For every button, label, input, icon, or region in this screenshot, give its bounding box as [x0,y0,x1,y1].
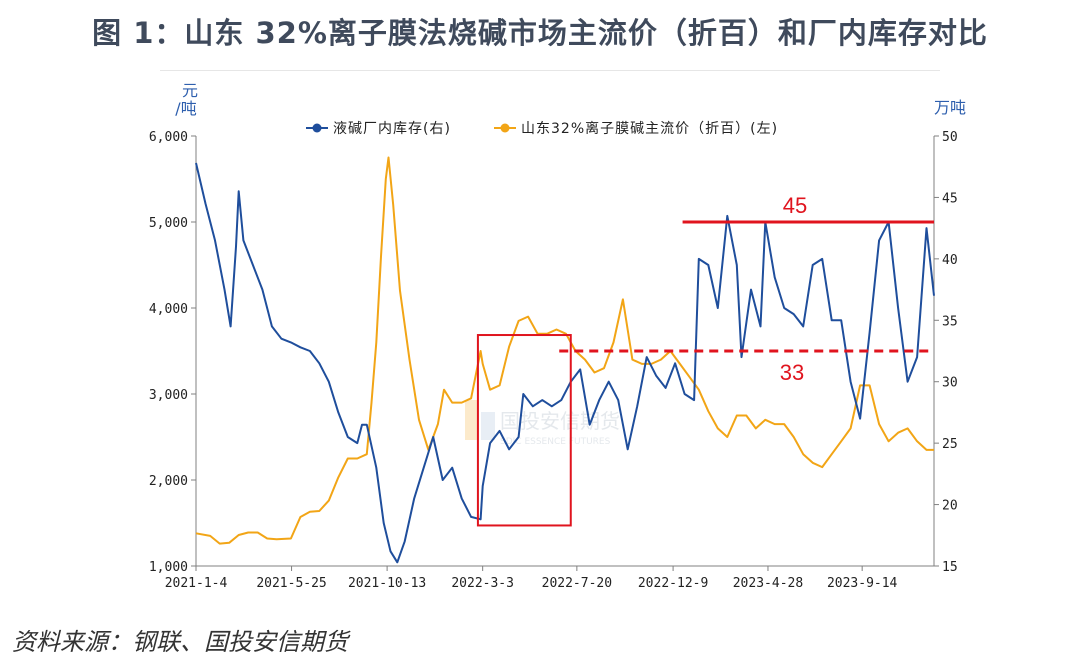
right-tick-label: 25 [942,437,958,452]
left-unit-line-1: 元 [182,81,198,100]
left-tick-label: 1,000 [149,560,188,575]
right-tick-label: 40 [942,253,958,268]
x-tick-label: 2021-5-25 [256,576,326,591]
series-inventory-line [195,162,935,564]
right-tick-label: 50 [942,130,958,145]
annotation-label-45: 45 [783,193,807,218]
axis-units: 元/吨 万吨 [175,81,966,118]
axes: 1,000 2,000 3,000 4,000 5,000 6,000 15 20 25 30 35… [149,130,958,591]
left-tick-label: 5,000 [149,216,188,231]
page-title: 图 1：山东 32%离子膜法烧碱市场主流价（折百）和厂内库存对比 [92,16,988,50]
left-tick-label: 6,000 [149,130,188,145]
legend-swatch-marker [312,123,322,133]
legend-label: 山东32%离子膜碱主流价（折百）(左) [521,120,778,137]
title-divider [160,70,940,71]
left-tick-label: 2,000 [149,474,188,489]
series-inventory-group [195,162,935,564]
watermark-logo-icon-2 [481,412,495,440]
annotation-label-33: 33 [780,360,804,385]
x-tick-label: 2022-12-9 [638,576,708,591]
x-tick-label: 2021-10-13 [348,576,426,591]
annotations: 45 33 [476,193,934,527]
x-tick-label: 2023-9-14 [827,576,898,591]
x-tick-label: 2021-1-4 [165,576,228,591]
right-unit: 万吨 [934,98,966,117]
left-unit-line-2: /吨 [175,99,196,118]
x-tick-label: 2022-7-20 [542,576,612,591]
right-tick-label: 30 [942,376,958,391]
left-tick-label: 3,000 [149,388,188,403]
legend: 液碱厂内库存(右) 山东32%离子膜碱主流价（折百）(左) [306,120,778,137]
x-tick-label: 2022-3-3 [451,576,514,591]
series-price-line [195,156,934,545]
watermark-logo-icon [465,400,479,440]
right-tick-label: 45 [942,191,958,206]
x-tick-label: 2023-4-28 [733,576,803,591]
legend-label: 液碱厂内库存(右) [333,121,451,137]
watermark-name: 国投安信期货 [500,409,620,433]
legend-swatch-marker [500,123,510,133]
right-tick-label: 35 [942,314,958,329]
watermark: 国投安信期货 SDIC ESSENCE FUTURES [465,400,620,447]
series-price-group [195,156,934,545]
right-tick-label: 15 [942,560,958,575]
source-note: 资料来源：钢联、国投安信期货 [12,628,348,656]
left-tick-label: 4,000 [149,302,188,317]
watermark-sub: SDIC ESSENCE FUTURES [500,437,611,447]
highlight-box [476,334,572,527]
right-tick-label: 20 [942,499,958,514]
